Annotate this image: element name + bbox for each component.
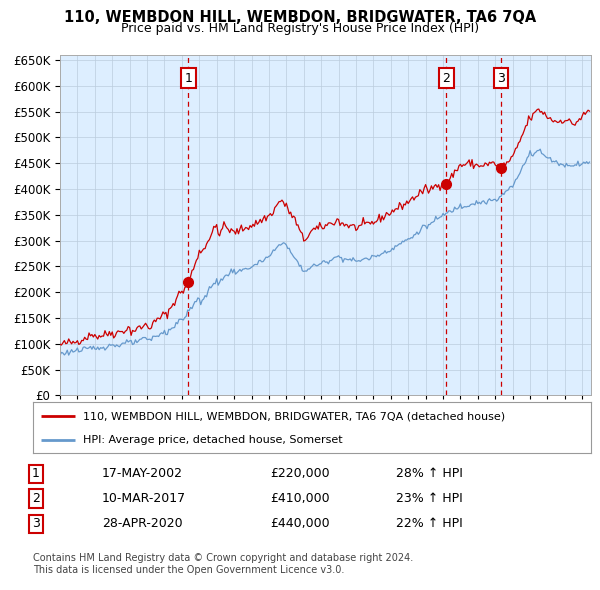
Text: 10-MAR-2017: 10-MAR-2017: [102, 492, 186, 505]
Text: £440,000: £440,000: [270, 517, 329, 530]
Text: Contains HM Land Registry data © Crown copyright and database right 2024.: Contains HM Land Registry data © Crown c…: [33, 553, 413, 563]
Text: 110, WEMBDON HILL, WEMBDON, BRIDGWATER, TA6 7QA (detached house): 110, WEMBDON HILL, WEMBDON, BRIDGWATER, …: [83, 411, 505, 421]
Text: 1: 1: [32, 467, 40, 480]
Text: £220,000: £220,000: [270, 467, 329, 480]
Text: 2: 2: [32, 492, 40, 505]
Text: This data is licensed under the Open Government Licence v3.0.: This data is licensed under the Open Gov…: [33, 565, 344, 575]
Text: 17-MAY-2002: 17-MAY-2002: [102, 467, 183, 480]
Text: £410,000: £410,000: [270, 492, 329, 505]
Text: 3: 3: [497, 72, 505, 85]
Text: 1: 1: [185, 72, 193, 85]
Text: 28-APR-2020: 28-APR-2020: [102, 517, 182, 530]
Text: 110, WEMBDON HILL, WEMBDON, BRIDGWATER, TA6 7QA: 110, WEMBDON HILL, WEMBDON, BRIDGWATER, …: [64, 10, 536, 25]
Text: Price paid vs. HM Land Registry's House Price Index (HPI): Price paid vs. HM Land Registry's House …: [121, 22, 479, 35]
Text: 2: 2: [442, 72, 450, 85]
Text: 28% ↑ HPI: 28% ↑ HPI: [396, 467, 463, 480]
Text: 3: 3: [32, 517, 40, 530]
Text: 22% ↑ HPI: 22% ↑ HPI: [396, 517, 463, 530]
Text: 23% ↑ HPI: 23% ↑ HPI: [396, 492, 463, 505]
Text: HPI: Average price, detached house, Somerset: HPI: Average price, detached house, Some…: [83, 435, 343, 445]
